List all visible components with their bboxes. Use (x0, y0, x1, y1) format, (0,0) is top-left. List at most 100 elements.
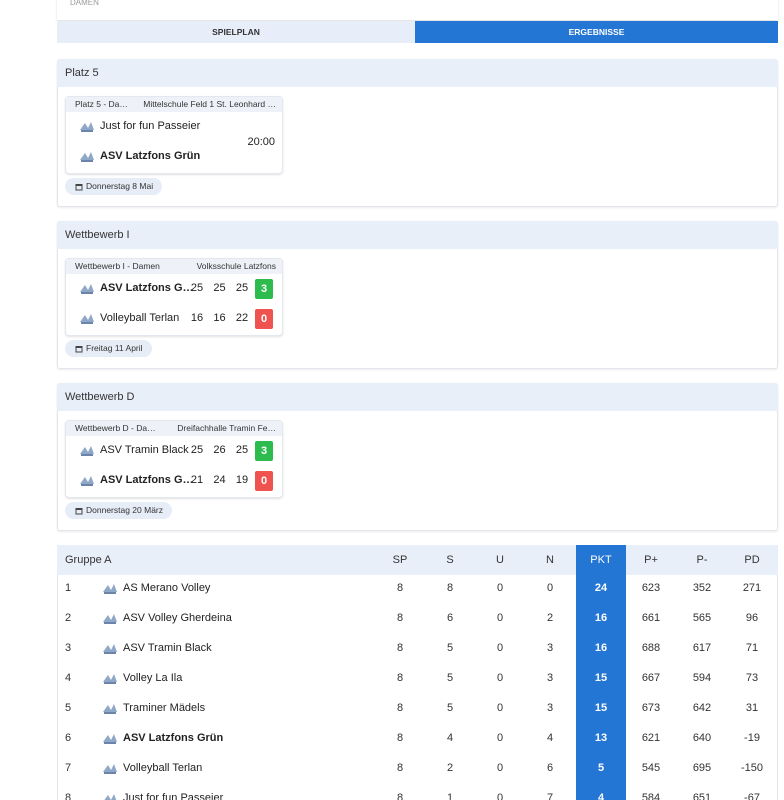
column-header[interactable]: PD (744, 554, 760, 566)
rank: 5 (65, 702, 72, 714)
standings-card (57, 545, 778, 800)
stat: 24 (594, 582, 608, 594)
column-header[interactable]: N (546, 554, 554, 566)
column-header[interactable]: SP (392, 554, 408, 566)
stat: 0 (496, 762, 504, 774)
column-header[interactable]: PKT (590, 554, 612, 566)
calendar-icon (75, 345, 83, 352)
stat: 3 (546, 642, 554, 654)
team-logo (80, 476, 94, 486)
team-name: Volleyball Terlan (100, 312, 180, 324)
match-score-label: 3 (260, 445, 268, 457)
team-logo (103, 704, 117, 714)
match-score: 3 (255, 279, 273, 299)
stat: 0 (496, 582, 504, 594)
stat: 8 (446, 582, 454, 594)
team-name[interactable]: ASV Latzfons Grün (123, 732, 224, 744)
team-name[interactable]: Just for fun Passeier (123, 792, 224, 800)
match-score: 0 (255, 471, 273, 491)
section-title: Wettbewerb D (65, 391, 135, 403)
stat: 7 (546, 792, 554, 800)
set-score: 24 (213, 474, 226, 486)
calendar-icon (75, 507, 83, 514)
column-header[interactable]: S (446, 554, 454, 566)
stat: 0 (496, 732, 504, 744)
column-header[interactable]: P- (696, 554, 708, 566)
team-name[interactable]: ASV Tramin Black (123, 642, 212, 654)
tab[interactable]: SPIELPLAN (57, 21, 415, 43)
match-card-header (66, 421, 282, 436)
date-chip: Donnerstag 8 Mai (65, 178, 163, 195)
date: Freitag 11 April (86, 343, 143, 353)
team-logo (103, 614, 117, 624)
stat: 3 (546, 702, 554, 714)
match-score: 0 (255, 309, 273, 329)
rank: 2 (65, 612, 72, 624)
stat: 0 (496, 702, 504, 714)
stat: 73 (745, 672, 759, 684)
rank: 4 (65, 672, 72, 684)
calendar-icon (75, 183, 83, 190)
stat: 0 (496, 672, 504, 684)
team-name[interactable]: Volleyball Terlan (123, 762, 203, 774)
match-score-label: 0 (260, 475, 268, 487)
stat: 2 (546, 612, 554, 624)
team-name[interactable]: ASV Volley Gherdeina (123, 612, 232, 624)
rank: 7 (65, 762, 72, 774)
section-title: Wettbewerb I (65, 229, 130, 241)
stat: 0 (546, 582, 554, 594)
competition: Wettbewerb I - Damen (75, 261, 160, 271)
column-header[interactable]: P+ (644, 554, 658, 566)
stat: 4 (597, 792, 605, 800)
date-chip: Donnerstag 20 März (65, 502, 173, 519)
stat: 8 (396, 762, 404, 774)
match-card-header (66, 259, 282, 274)
rank: 8 (65, 792, 72, 800)
set-score: 25 (213, 282, 226, 294)
stat: 565 (692, 612, 712, 624)
top-card (57, 0, 778, 20)
section-header (57, 383, 778, 411)
team-logo (80, 152, 94, 162)
stat: 16 (594, 642, 608, 654)
stat: 96 (745, 612, 759, 624)
pkt-column (576, 545, 626, 800)
column-header[interactable]: U (496, 554, 504, 566)
team-logo (103, 734, 117, 744)
set-score: 16 (213, 312, 226, 324)
stat: 8 (396, 672, 404, 684)
tab-label: ERGEBNISSE (568, 27, 625, 37)
competition: Wettbewerb D - Da… (75, 423, 156, 433)
stat: 5 (446, 672, 454, 684)
stat: 8 (396, 702, 404, 714)
stat: 271 (742, 582, 762, 594)
stat: -150 (740, 762, 764, 774)
set-score: 26 (213, 444, 226, 456)
rank: 1 (65, 582, 72, 594)
match-card-header (66, 97, 282, 112)
team-logo (80, 314, 94, 324)
stat: 651 (692, 792, 712, 800)
stat: 661 (641, 612, 661, 624)
team-name[interactable]: Volley La Ila (123, 672, 183, 684)
stat: 3 (546, 672, 554, 684)
team-logo (80, 446, 94, 456)
team-name[interactable]: AS Merano Volley (123, 582, 211, 594)
stat: 5 (446, 702, 454, 714)
stat: 8 (396, 792, 404, 800)
tab-label: SPIELPLAN (212, 27, 260, 37)
stat: 621 (641, 732, 661, 744)
team-name[interactable]: Traminer Mädels (123, 702, 206, 714)
stat: 352 (692, 582, 712, 594)
team-name: ASV Latzfons Grün (100, 150, 201, 162)
stat: 0 (496, 612, 504, 624)
tab[interactable]: ERGEBNISSE (415, 21, 778, 43)
stat: 4 (546, 732, 554, 744)
date-chip: Freitag 11 April (65, 340, 152, 357)
stat: 15 (594, 672, 608, 684)
match-time: 20:00 (247, 136, 275, 148)
section-header (57, 59, 778, 87)
section-title: Platz 5 (65, 67, 99, 79)
match-score-label: 3 (260, 283, 268, 295)
